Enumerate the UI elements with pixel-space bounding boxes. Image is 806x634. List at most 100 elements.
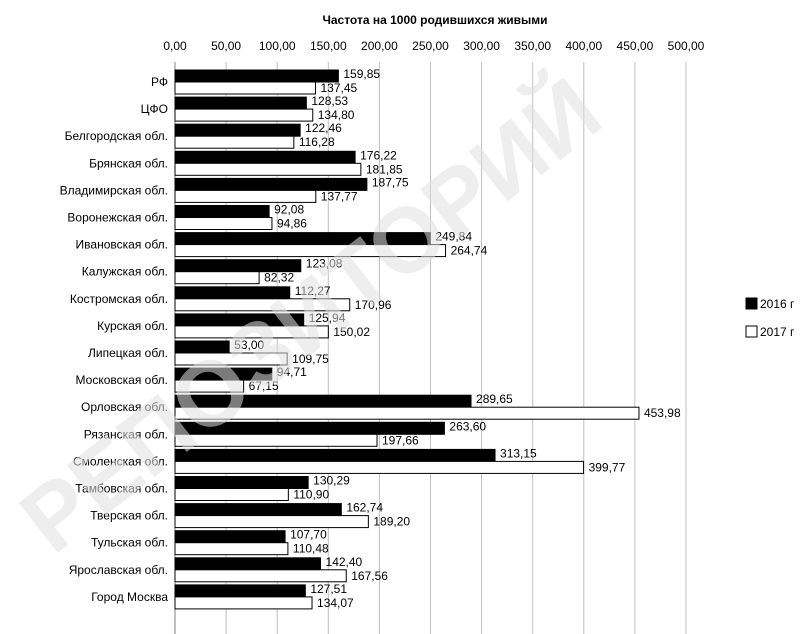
data-label-2017: 150,02: [333, 325, 370, 339]
bar-2016: [174, 69, 339, 83]
category-label: РФ: [151, 75, 168, 89]
data-label-2016: 127,51: [310, 582, 347, 596]
data-label-2017: 116,28: [299, 135, 335, 149]
bar-2016: [174, 205, 270, 218]
bar-2017: [174, 406, 640, 420]
bar-2016: [174, 150, 356, 164]
data-label-2017: 137,77: [321, 189, 358, 203]
data-label-2017: 110,90: [293, 488, 329, 502]
x-tick-label: 100,00: [259, 39, 296, 53]
category-label: Тверская обл.: [90, 509, 168, 523]
x-tick-label: 250,00: [412, 39, 449, 53]
data-label-2016: 187,75: [372, 175, 409, 189]
category-label: Курская обл.: [97, 319, 168, 333]
chart-title: Частота на 1000 родившихся живыми: [322, 13, 547, 27]
data-label-2016: 313,15: [500, 446, 537, 460]
bar-2017: [174, 542, 289, 556]
x-tick-label: 0,00: [163, 39, 187, 53]
bar-2017: [174, 379, 245, 393]
data-label-2017: 134,80: [318, 108, 355, 122]
legend-label: 2017 г: [760, 325, 795, 339]
data-label-2016: 122,46: [305, 121, 342, 135]
category-label: Белгородская обл.: [65, 129, 168, 143]
category-label: Костромская обл.: [70, 292, 168, 306]
category-label: Рязанская обл.: [84, 427, 168, 441]
x-tick-label: 150,00: [310, 39, 347, 53]
bars: [174, 69, 640, 610]
legend-label: 2016 г: [760, 297, 795, 311]
data-label-2017: 134,07: [317, 596, 354, 610]
bar-2017: [174, 244, 447, 258]
data-label-2016: 162,74: [346, 501, 383, 515]
data-label-2016: 123,08: [306, 257, 343, 271]
bar-2016: [174, 584, 306, 598]
bar-2017: [174, 325, 329, 339]
data-label-2017: 264,74: [451, 244, 488, 258]
bar-2017: [174, 298, 351, 312]
data-label-2017: 399,77: [589, 460, 626, 474]
category-label: Владимирская обл.: [60, 183, 168, 197]
legend-swatch: [745, 297, 758, 310]
bar-2017: [174, 189, 317, 203]
category-labels: РФ ЦФО Белгородская обл. Брянская обл. Влади…: [60, 75, 169, 604]
category-label: Орловская обл.: [81, 400, 168, 414]
category-label: ЦФО: [141, 102, 168, 116]
data-label-2017: 110,48: [293, 542, 329, 556]
bar-2017: [174, 162, 362, 176]
x-tick-label: 50,00: [211, 39, 241, 53]
category-label: Воронежская обл.: [67, 211, 168, 225]
x-tick-label: 350,00: [514, 39, 551, 53]
data-label-2017: 67,15: [249, 379, 279, 393]
bar-2017: [174, 433, 378, 447]
category-label: Ярославская обл.: [69, 563, 168, 577]
x-tick-label: 400,00: [565, 39, 602, 53]
bar-2017: [174, 271, 260, 285]
x-tick-label: 200,00: [361, 39, 398, 53]
category-label: Город Москва: [91, 590, 168, 604]
bar-2016: [174, 503, 342, 517]
legend-swatch: [745, 325, 758, 338]
data-label-2016: 107,70: [290, 528, 327, 542]
data-label-2016: 289,65: [476, 392, 513, 406]
data-label-2017: 109,75: [292, 352, 329, 366]
data-label-2017: 181,85: [366, 162, 403, 176]
category-label: Смоленская обл.: [73, 454, 168, 468]
data-label-2016: 249,84: [435, 230, 472, 244]
data-label-2016: 112,27: [295, 284, 331, 298]
bar-2017: [174, 352, 288, 366]
data-label-2016: 53,00: [234, 338, 264, 352]
data-label-2017: 94,86: [277, 217, 307, 231]
bar-2017: [174, 515, 369, 529]
data-label-2016: 263,60: [449, 419, 486, 433]
data-label-2017: 453,98: [644, 406, 681, 420]
data-label-2017: 197,66: [382, 433, 419, 447]
bar-2016: [174, 340, 230, 354]
bar-2017: [174, 488, 289, 501]
bar-2016: [174, 394, 472, 408]
bar-2016: [174, 96, 307, 110]
bar-2016: [174, 123, 301, 137]
category-label: Тамбовская обл.: [75, 482, 168, 496]
bar-2016: [174, 448, 496, 462]
bar-2017: [174, 108, 314, 122]
x-tick-label: 450,00: [617, 39, 654, 53]
data-label-2016: 176,22: [360, 148, 397, 162]
x-tick-label: 500,00: [668, 39, 705, 53]
x-axis-ticks: 0,00 50,00 100,00 150,00 200,00 250,00 300,00 3…: [163, 39, 704, 53]
bar-2016: [174, 313, 305, 327]
bar-2017: [174, 460, 585, 474]
category-label: Тульская обл.: [91, 536, 168, 550]
category-label: Московская обл.: [76, 373, 168, 387]
bar-2017: [174, 596, 313, 610]
bar-2016: [174, 557, 322, 571]
bar-2017: [174, 135, 295, 149]
category-label: Брянская обл.: [89, 156, 168, 170]
category-label: Липецкая обл.: [88, 346, 168, 360]
data-label-2016: 142,40: [326, 555, 363, 569]
x-tick-label: 300,00: [463, 39, 500, 53]
data-label-2017: 137,45: [320, 81, 357, 95]
bar-2017: [174, 217, 273, 230]
bar-2016: [174, 232, 431, 246]
